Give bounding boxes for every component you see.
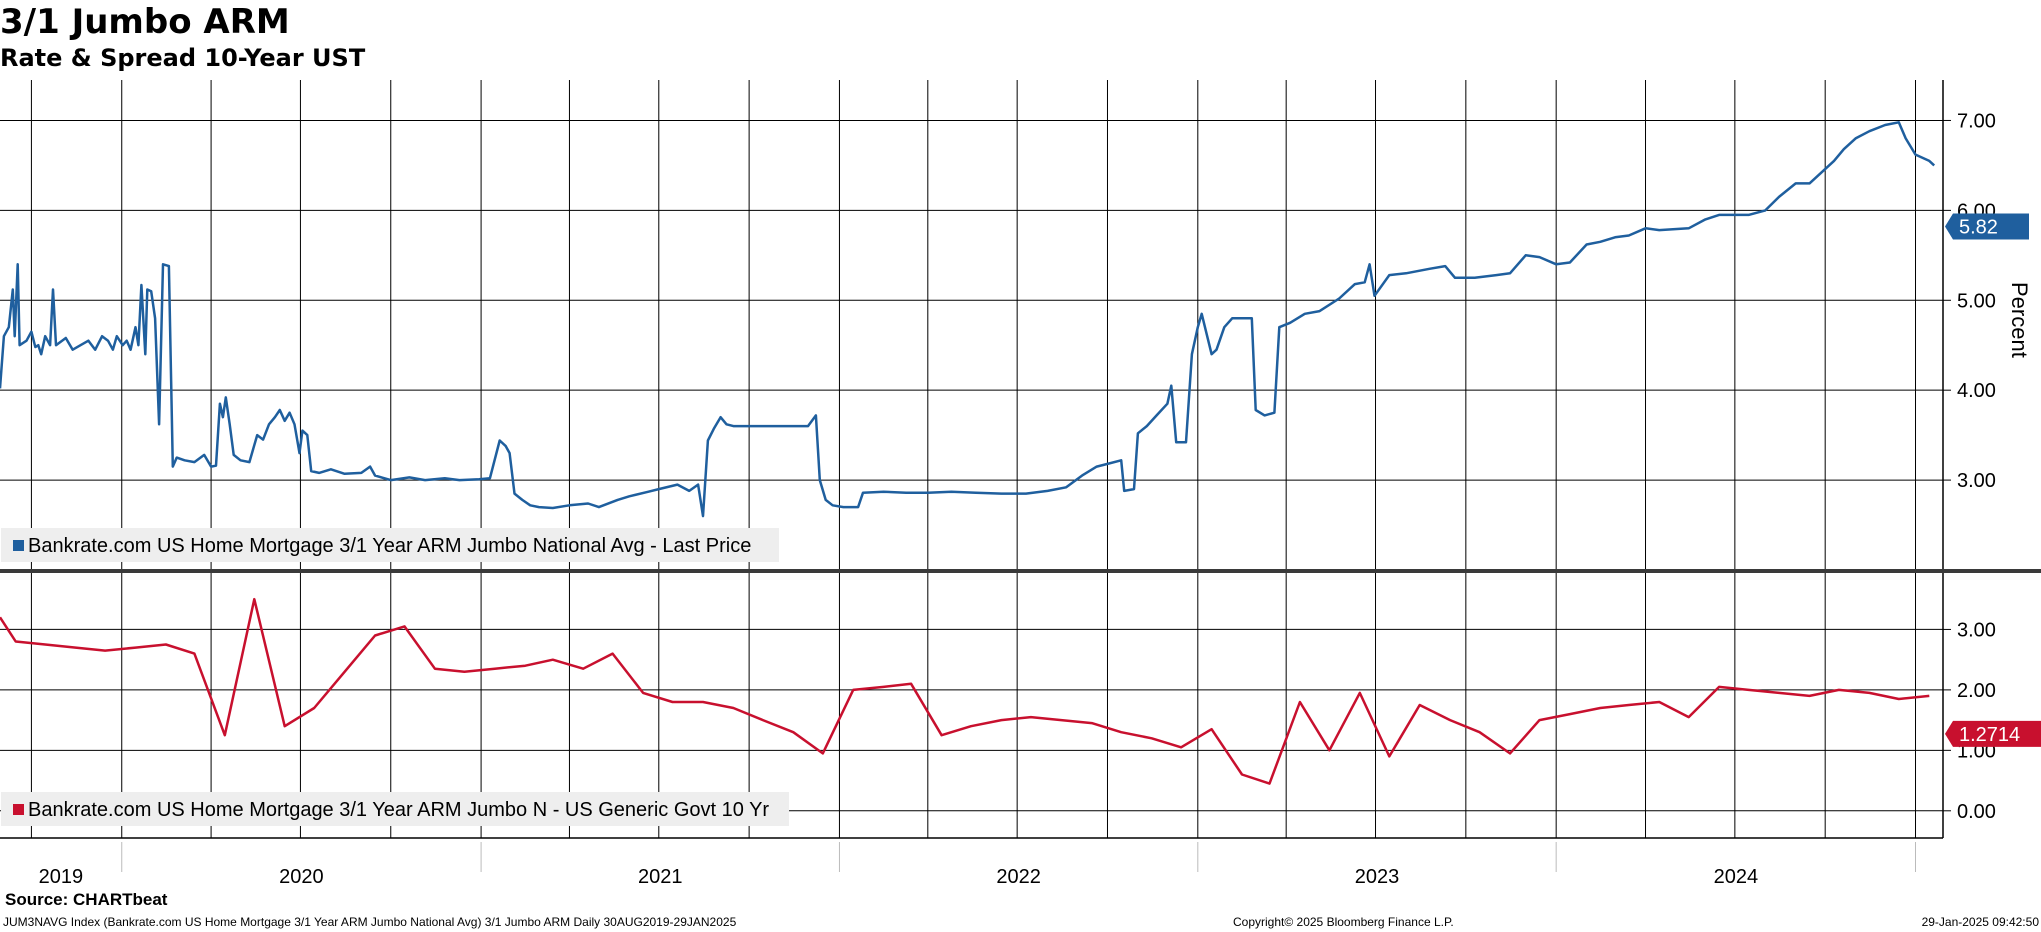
x-year-label: 2022	[996, 866, 1041, 888]
footer-description: JUM3NAVG Index (Bankrate.com US Home Mor…	[3, 915, 737, 929]
y-tick-label: 4.00	[1957, 380, 1996, 402]
x-year-label: 2023	[1355, 866, 1400, 888]
footer-timestamp: 29-Jan-2025 09:42:50	[1921, 915, 2039, 929]
y-tick-label: 2.00	[1957, 680, 1996, 702]
legend-label: Bankrate.com US Home Mortgage 3/1 Year A…	[28, 535, 751, 557]
source-note: Source: CHARTbeat	[5, 890, 168, 909]
frame-layer	[0, 80, 2041, 872]
legend-swatch	[13, 540, 24, 551]
chart-subtitle: Rate & Spread 10-Year UST	[0, 44, 366, 72]
y-axis-title: Percent	[2007, 282, 2032, 358]
y-tick-label: 3.00	[1957, 470, 1996, 492]
x-year-label: 2024	[1714, 866, 1759, 888]
spread-series-line	[0, 597, 1930, 785]
x-year-label: 2020	[279, 866, 324, 888]
spread-last-value-badge	[1945, 720, 2041, 747]
footer-copyright: Copyright© 2025 Bloomberg Finance L.P.	[1233, 915, 1454, 929]
y-tick-label: 3.00	[1957, 619, 1996, 641]
series-layer	[0, 121, 1936, 785]
y-tick-label: 7.00	[1957, 110, 1996, 132]
last-value-text: 5.82	[1959, 217, 1998, 239]
legend-swatch	[13, 804, 24, 815]
rate-series-line	[0, 121, 1936, 518]
x-year-label: 2019	[39, 866, 84, 888]
x-year-label: 2021	[638, 866, 683, 888]
legend-label: Bankrate.com US Home Mortgage 3/1 Year A…	[28, 799, 769, 821]
legend-box	[1, 792, 789, 826]
legend-box	[1, 528, 779, 562]
grid-layer	[0, 80, 1943, 838]
rate-last-value-badge	[1945, 213, 2029, 240]
chart-title: 3/1 Jumbo ARM	[0, 2, 290, 42]
y-tick-label: 0.00	[1957, 801, 1996, 823]
last-value-text: 1.2714	[1959, 724, 2020, 746]
y-tick-label: 5.00	[1957, 290, 1996, 312]
